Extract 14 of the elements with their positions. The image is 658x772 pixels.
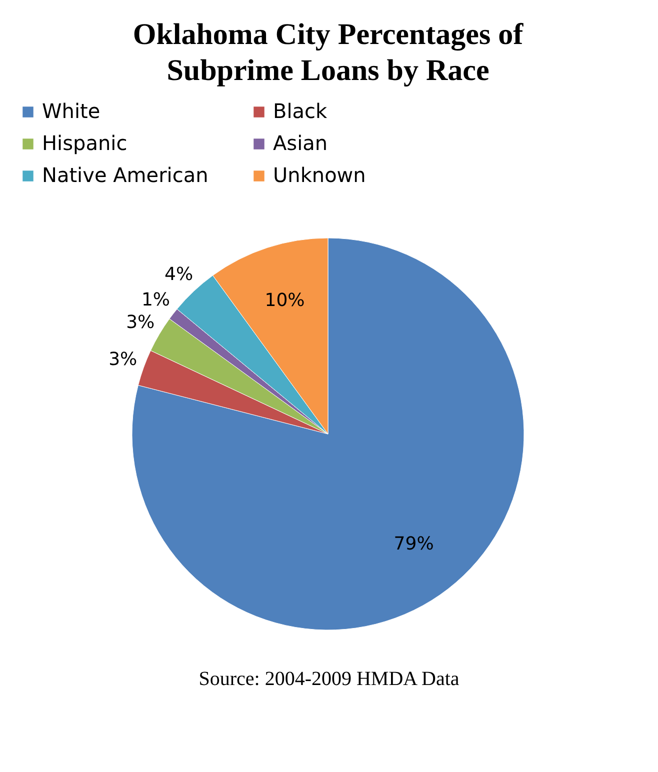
data-label: 1% <box>141 289 170 310</box>
legend-label: Unknown <box>273 163 366 187</box>
data-label: 79% <box>394 534 434 555</box>
legend-label: Native American <box>42 163 208 187</box>
legend-label: Black <box>273 99 328 123</box>
legend-label: Asian <box>273 131 328 155</box>
data-label: 4% <box>164 264 194 286</box>
data-label: 3% <box>108 349 138 370</box>
chart-title: Oklahoma City Percentages of Subprime Loans by Race <box>132 18 524 87</box>
source-note: Source: 2004-2009 HMDA Data <box>198 668 460 691</box>
data-label: 10% <box>264 290 305 311</box>
legend-label: White <box>42 99 100 123</box>
data-label: 3% <box>126 312 155 334</box>
legend-label: Hispanic <box>42 131 128 155</box>
